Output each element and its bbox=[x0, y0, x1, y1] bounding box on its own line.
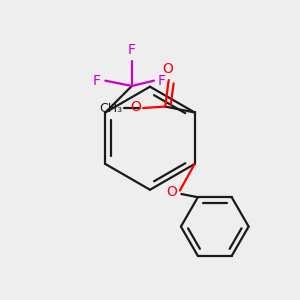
Text: O: O bbox=[162, 62, 173, 76]
Text: O: O bbox=[130, 100, 141, 115]
Text: F: F bbox=[128, 43, 136, 56]
Text: F: F bbox=[158, 74, 166, 88]
Text: F: F bbox=[93, 74, 101, 88]
Text: O: O bbox=[167, 185, 178, 199]
Text: CH₃: CH₃ bbox=[99, 101, 122, 115]
